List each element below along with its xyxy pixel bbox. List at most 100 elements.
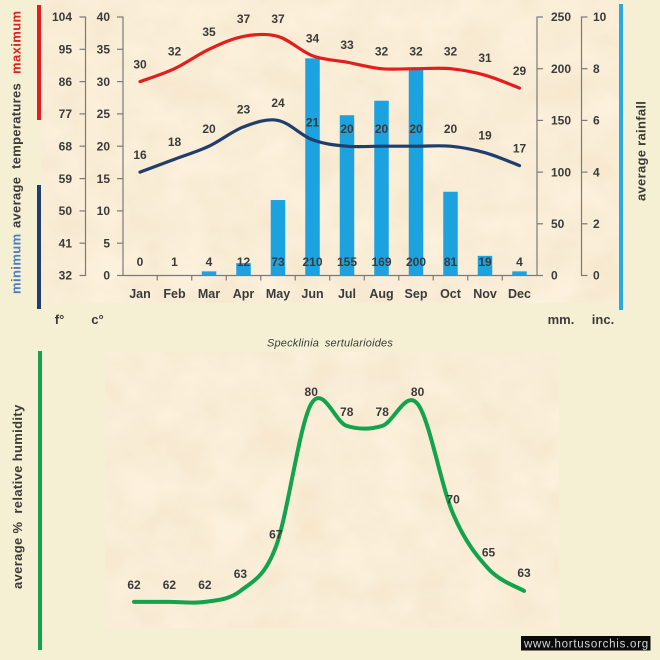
svg-text:32: 32 bbox=[375, 44, 389, 58]
svg-text:95: 95 bbox=[59, 43, 73, 57]
svg-text:50: 50 bbox=[551, 217, 565, 231]
svg-text:68: 68 bbox=[59, 139, 73, 153]
svg-text:77: 77 bbox=[59, 107, 73, 121]
svg-text:Apr: Apr bbox=[233, 287, 255, 301]
svg-text:59: 59 bbox=[59, 172, 73, 186]
svg-text:32: 32 bbox=[409, 44, 423, 58]
svg-text:20: 20 bbox=[444, 122, 458, 136]
svg-text:Dec: Dec bbox=[508, 287, 531, 301]
svg-text:33: 33 bbox=[340, 38, 354, 52]
svg-text:100: 100 bbox=[551, 165, 571, 179]
svg-text:5: 5 bbox=[103, 236, 110, 250]
svg-text:24: 24 bbox=[271, 96, 285, 110]
svg-text:15: 15 bbox=[97, 172, 111, 186]
svg-text:30: 30 bbox=[133, 57, 147, 71]
svg-text:104: 104 bbox=[52, 10, 72, 24]
svg-text:Mar: Mar bbox=[198, 287, 220, 301]
svg-text:17: 17 bbox=[513, 141, 527, 155]
svg-text:1: 1 bbox=[171, 255, 178, 269]
svg-text:67: 67 bbox=[269, 528, 283, 542]
svg-text:maximum: maximum bbox=[9, 11, 24, 75]
svg-text:150: 150 bbox=[551, 114, 571, 128]
svg-text:16: 16 bbox=[133, 148, 147, 162]
svg-text:19: 19 bbox=[478, 255, 492, 269]
svg-text:6: 6 bbox=[593, 114, 600, 128]
svg-text:20: 20 bbox=[202, 122, 216, 136]
svg-text:0: 0 bbox=[593, 269, 600, 283]
svg-text:Sep: Sep bbox=[405, 287, 428, 301]
svg-text:mm.: mm. bbox=[548, 312, 575, 327]
svg-text:78: 78 bbox=[340, 405, 354, 419]
svg-text:31: 31 bbox=[478, 51, 492, 65]
svg-text:169: 169 bbox=[371, 255, 391, 269]
svg-text:Oct: Oct bbox=[440, 287, 462, 301]
svg-text:35: 35 bbox=[202, 25, 216, 39]
svg-text:c°: c° bbox=[91, 312, 103, 327]
svg-text:8: 8 bbox=[593, 62, 600, 76]
svg-text:40: 40 bbox=[97, 10, 111, 24]
svg-text:41: 41 bbox=[59, 236, 73, 250]
svg-text:0: 0 bbox=[103, 269, 110, 283]
svg-text:30: 30 bbox=[97, 75, 111, 89]
svg-text:62: 62 bbox=[163, 578, 177, 592]
svg-text:Aug: Aug bbox=[369, 287, 393, 301]
svg-text:0: 0 bbox=[137, 255, 144, 269]
svg-text:19: 19 bbox=[478, 128, 492, 142]
svg-text:2: 2 bbox=[593, 217, 600, 231]
svg-text:Jan: Jan bbox=[129, 287, 151, 301]
svg-text:210: 210 bbox=[302, 255, 322, 269]
svg-text:200: 200 bbox=[551, 62, 571, 76]
svg-text:34: 34 bbox=[306, 32, 320, 46]
svg-text:Nov: Nov bbox=[473, 287, 497, 301]
svg-text:35: 35 bbox=[97, 43, 111, 57]
svg-text:62: 62 bbox=[198, 578, 212, 592]
svg-text:Feb: Feb bbox=[163, 287, 186, 301]
svg-text:80: 80 bbox=[411, 385, 425, 399]
svg-text:10: 10 bbox=[593, 10, 607, 24]
svg-text:250: 250 bbox=[551, 10, 571, 24]
svg-text:65: 65 bbox=[482, 546, 496, 560]
svg-text:Specklinia sertularioides: Specklinia sertularioides bbox=[267, 337, 393, 349]
svg-text:20: 20 bbox=[375, 122, 389, 136]
svg-text:0: 0 bbox=[551, 269, 558, 283]
svg-text:average rainfall: average rainfall bbox=[634, 101, 649, 201]
svg-text:minimum: minimum bbox=[9, 233, 24, 294]
svg-text:86: 86 bbox=[59, 75, 73, 89]
svg-text:32: 32 bbox=[444, 44, 458, 58]
svg-text:Jul: Jul bbox=[338, 287, 356, 301]
svg-text:37: 37 bbox=[237, 12, 251, 26]
svg-text:37: 37 bbox=[271, 12, 285, 26]
svg-text:50: 50 bbox=[59, 204, 73, 218]
svg-text:63: 63 bbox=[517, 566, 531, 580]
svg-text:20: 20 bbox=[97, 139, 111, 153]
svg-text:73: 73 bbox=[271, 255, 285, 269]
svg-text:62: 62 bbox=[127, 578, 141, 592]
svg-text:4: 4 bbox=[206, 255, 213, 269]
svg-text:Jun: Jun bbox=[301, 287, 323, 301]
svg-text:32: 32 bbox=[168, 44, 182, 58]
svg-text:29: 29 bbox=[513, 64, 527, 78]
svg-text:23: 23 bbox=[237, 103, 251, 117]
svg-text:10: 10 bbox=[97, 204, 111, 218]
svg-text:78: 78 bbox=[376, 405, 390, 419]
svg-text:32: 32 bbox=[59, 269, 73, 283]
svg-text:63: 63 bbox=[234, 567, 248, 581]
svg-text:70: 70 bbox=[446, 493, 460, 507]
svg-text:12: 12 bbox=[237, 255, 251, 269]
svg-text:200: 200 bbox=[406, 255, 426, 269]
svg-text:average % relative humidity: average % relative humidity bbox=[10, 404, 25, 589]
svg-text:81: 81 bbox=[444, 255, 458, 269]
svg-text:18: 18 bbox=[168, 135, 182, 149]
svg-text:4: 4 bbox=[516, 255, 523, 269]
svg-text:www.hortusorchis.org: www.hortusorchis.org bbox=[523, 639, 649, 651]
svg-text:average temperatures: average temperatures bbox=[9, 83, 24, 228]
svg-text:21: 21 bbox=[306, 116, 320, 130]
svg-text:20: 20 bbox=[409, 122, 423, 136]
svg-text:May: May bbox=[266, 287, 290, 301]
svg-text:20: 20 bbox=[340, 122, 354, 136]
svg-text:155: 155 bbox=[337, 255, 357, 269]
svg-text:f°: f° bbox=[55, 312, 65, 327]
svg-text:inc.: inc. bbox=[592, 312, 614, 327]
svg-text:80: 80 bbox=[305, 385, 319, 399]
svg-text:25: 25 bbox=[97, 107, 111, 121]
